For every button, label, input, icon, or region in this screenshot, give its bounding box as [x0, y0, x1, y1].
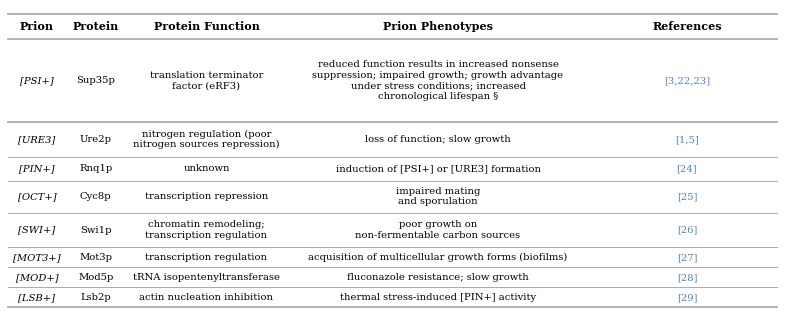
Text: reduced function results in increased nonsense
suppression; impaired growth; gro: reduced function results in increased no…	[312, 61, 564, 101]
Text: [MOT3+]: [MOT3+]	[13, 253, 60, 262]
Text: fluconazole resistance; slow growth: fluconazole resistance; slow growth	[347, 273, 529, 282]
Text: Prion Phenotypes: Prion Phenotypes	[383, 21, 493, 32]
Text: Mot3p: Mot3p	[79, 253, 112, 262]
Text: impaired mating
and sporulation: impaired mating and sporulation	[396, 187, 480, 206]
Text: [24]: [24]	[677, 164, 697, 173]
Text: tRNA isopentenyltransferase: tRNA isopentenyltransferase	[133, 273, 280, 282]
Text: [29]: [29]	[677, 293, 697, 302]
Text: References: References	[652, 21, 721, 32]
Text: transcription regulation: transcription regulation	[145, 253, 268, 262]
Text: unknown: unknown	[183, 164, 230, 173]
Text: Lsb2p: Lsb2p	[80, 293, 111, 302]
Text: Sup35p: Sup35p	[76, 76, 115, 85]
Text: transcription repression: transcription repression	[144, 192, 268, 201]
Text: [PIN+]: [PIN+]	[19, 164, 55, 173]
Text: nitrogen regulation (poor
nitrogen sources repression): nitrogen regulation (poor nitrogen sourc…	[133, 129, 279, 149]
Text: [PSI+]: [PSI+]	[20, 76, 53, 85]
Text: Protein: Protein	[73, 21, 119, 32]
Text: Cyc8p: Cyc8p	[80, 192, 111, 201]
Text: Prion: Prion	[20, 21, 54, 32]
Text: acquisition of multicellular growth forms (biofilms): acquisition of multicellular growth form…	[309, 253, 568, 262]
Text: [25]: [25]	[677, 192, 697, 201]
Text: [LSB+]: [LSB+]	[18, 293, 56, 302]
Text: Mod5p: Mod5p	[78, 273, 114, 282]
Text: translation terminator
factor (eRF3): translation terminator factor (eRF3)	[150, 71, 263, 90]
Text: poor growth on
non-fermentable carbon sources: poor growth on non-fermentable carbon so…	[356, 220, 520, 240]
Text: [MOD+]: [MOD+]	[16, 273, 58, 282]
Text: chromatin remodeling;
transcription regulation: chromatin remodeling; transcription regu…	[145, 220, 268, 240]
Text: [1,5]: [1,5]	[675, 135, 699, 144]
Text: [3,22,23]: [3,22,23]	[664, 76, 710, 85]
Text: thermal stress-induced [PIN+] activity: thermal stress-induced [PIN+] activity	[340, 293, 536, 302]
Text: [OCT+]: [OCT+]	[17, 192, 57, 201]
Text: Ure2p: Ure2p	[80, 135, 111, 144]
Text: Rnq1p: Rnq1p	[79, 164, 112, 173]
Text: induction of [PSI+] or [URE3] formation: induction of [PSI+] or [URE3] formation	[335, 164, 541, 173]
Text: Protein Function: Protein Function	[154, 21, 259, 32]
Text: actin nucleation inhibition: actin nucleation inhibition	[140, 293, 273, 302]
Text: loss of function; slow growth: loss of function; slow growth	[365, 135, 511, 144]
Text: Swi1p: Swi1p	[80, 226, 111, 235]
Text: [27]: [27]	[677, 253, 697, 262]
Text: [26]: [26]	[677, 226, 697, 235]
Text: [SWI+]: [SWI+]	[18, 226, 56, 235]
Text: [28]: [28]	[677, 273, 697, 282]
Text: [URE3]: [URE3]	[18, 135, 56, 144]
